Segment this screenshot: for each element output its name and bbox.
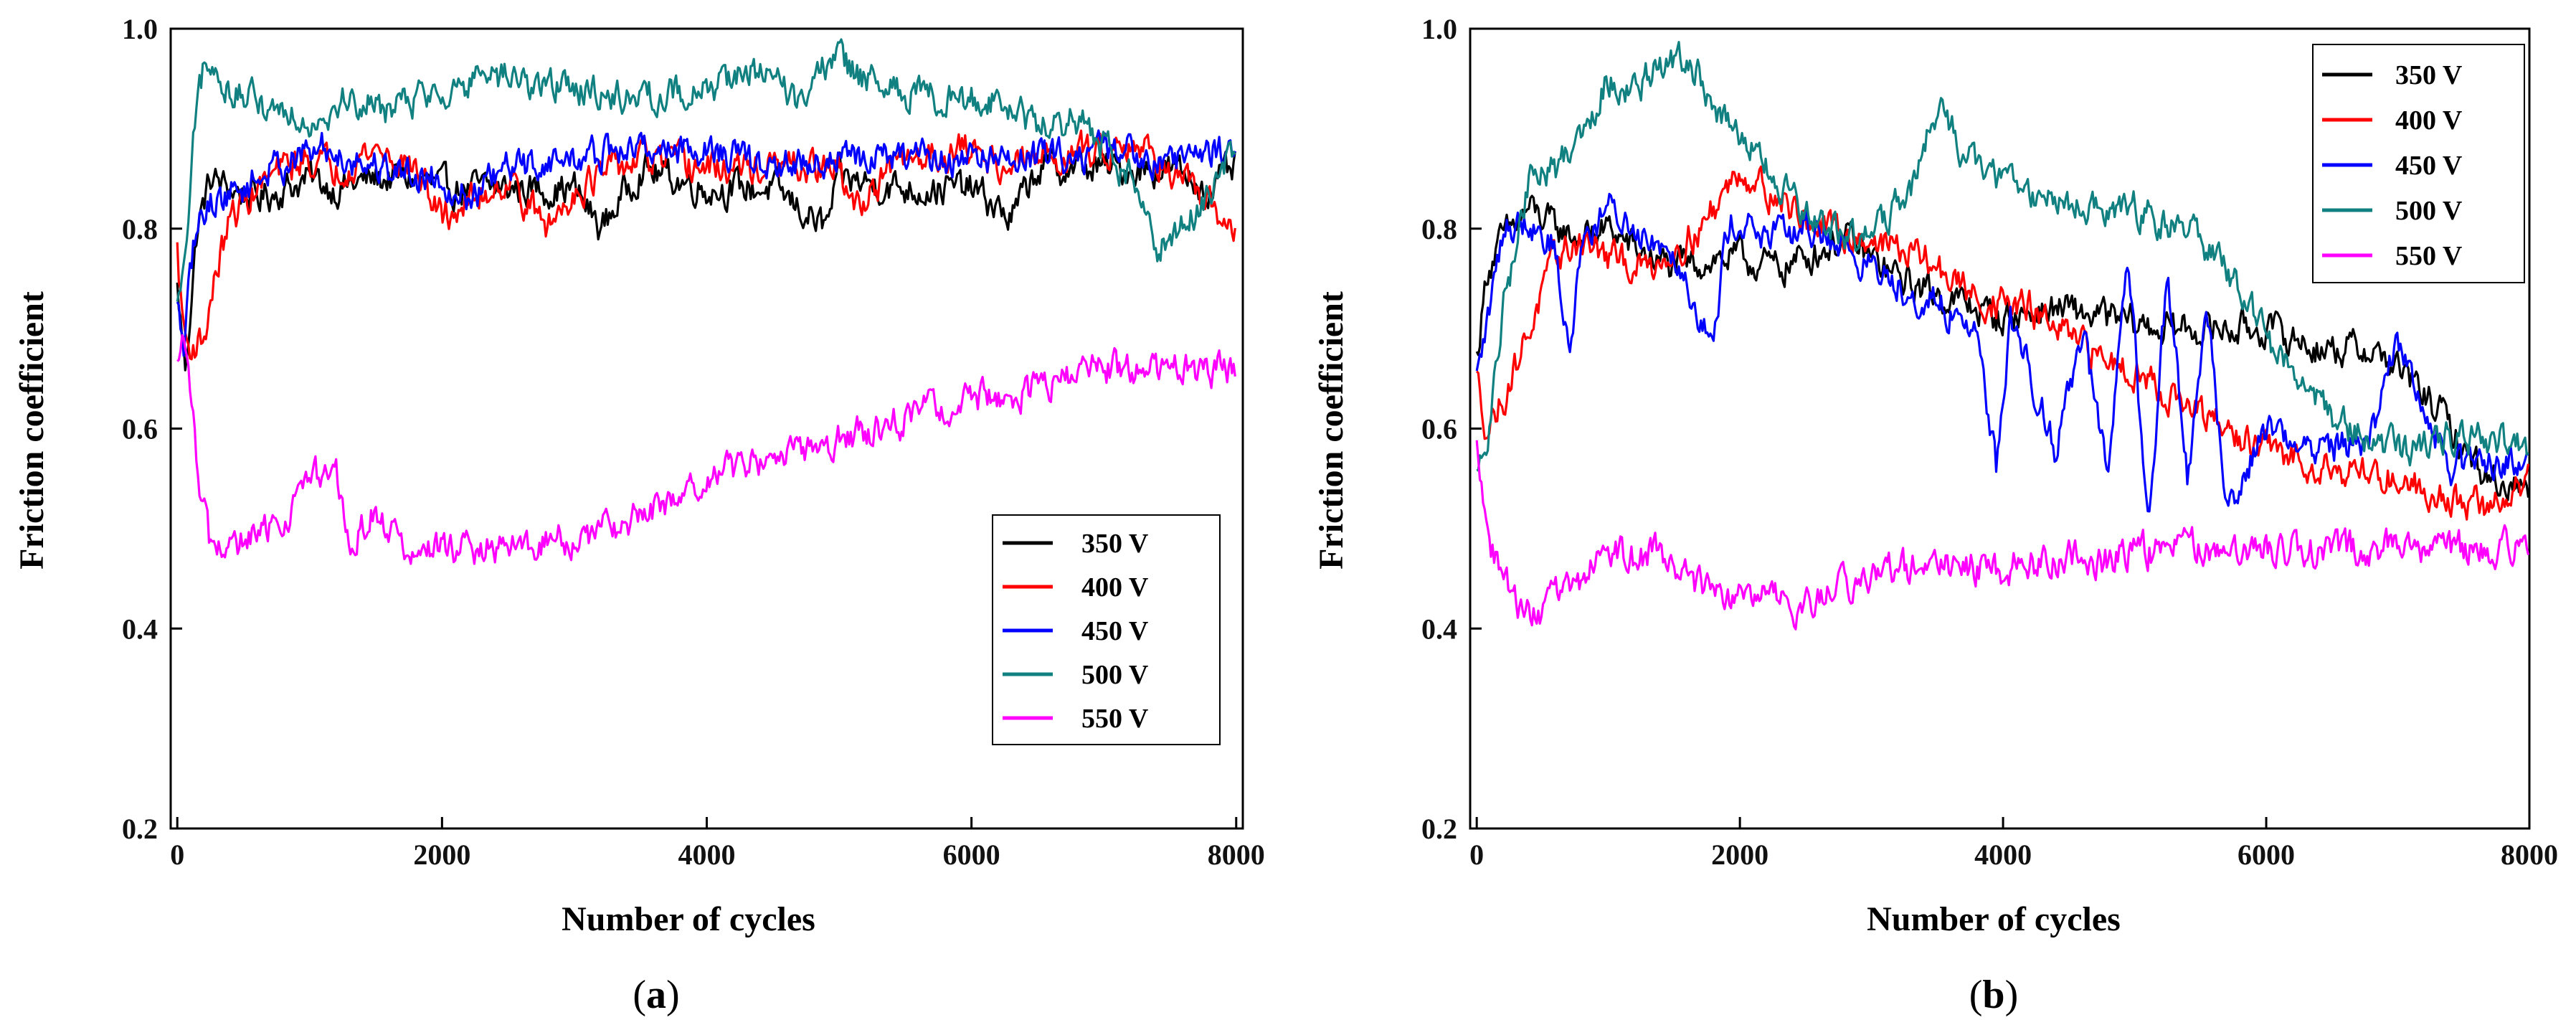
legend-label: 450 V	[2395, 151, 2463, 181]
legend-label: 350 V	[1081, 529, 1149, 559]
series-line-500v	[176, 38, 1236, 302]
y-tick-label: 1.0	[1421, 13, 1457, 45]
legend-label: 400 V	[1081, 572, 1149, 603]
x-tick-label: 2000	[413, 839, 470, 871]
legend-label: 500 V	[2395, 196, 2463, 226]
y-tick-label: 0.8	[1421, 213, 1457, 245]
x-tick-label: 0	[1469, 839, 1484, 871]
x-tick-label: 6000	[943, 839, 1000, 871]
y-tick-label: 0.2	[122, 813, 158, 845]
legend-label: 400 V	[2395, 105, 2463, 136]
legend-label: 500 V	[1081, 660, 1149, 690]
axis-ticks-a: 0 2000 4000 6000 8000 0.2 0.4 0.6 0.8 1.0	[122, 13, 1265, 871]
x-tick-label: 8000	[1208, 839, 1265, 871]
x-tick-label: 4000	[678, 839, 736, 871]
series-line-400v	[1475, 165, 2530, 521]
legend-label: 550 V	[2395, 241, 2463, 271]
panel-label-b: (b)	[1969, 973, 2018, 1017]
y-tick-label: 0.2	[1421, 813, 1457, 845]
x-tick-label: 8000	[2501, 839, 2558, 871]
legend-a: 350 V 400 V 450 V 500 V 550 V	[992, 514, 1221, 745]
y-tick-label: 0.8	[122, 213, 158, 245]
legend-label: 550 V	[1081, 704, 1149, 734]
series-line-400v	[176, 129, 1236, 361]
panel-label-a: (a)	[633, 973, 679, 1017]
y-axis-title-b: Friction coefficient	[1312, 291, 1350, 570]
x-tick-label: 2000	[1711, 839, 1768, 871]
x-tick-label: 6000	[2238, 839, 2295, 871]
series-line-450v	[1475, 192, 2529, 513]
series-line-350v	[176, 148, 1236, 372]
axis-ticks-b: 0 2000 4000 6000 8000 0.2 0.4 0.6 0.8 1.0	[1421, 13, 2558, 871]
chart-panel-b: 0 2000 4000 6000 8000 0.2 0.4 0.6 0.8 1.0 Number …	[1312, 13, 2558, 1017]
series-group-b	[1475, 40, 2530, 631]
panel-letter-b: b	[1982, 973, 2004, 1017]
y-tick-label: 0.6	[122, 413, 158, 445]
series-line-350v	[1475, 194, 2530, 501]
x-axis-title-a: Number of cycles	[562, 900, 815, 938]
x-axis-title-b: Number of cycles	[1867, 900, 2121, 938]
series-line-550v	[1475, 440, 2530, 631]
legend-label: 450 V	[1081, 616, 1149, 646]
series-group-a	[176, 38, 1236, 565]
y-tick-label: 0.4	[122, 613, 158, 645]
x-tick-label: 0	[170, 839, 184, 871]
legend-b: 350 V 400 V 450 V 500 V 550 V	[2312, 44, 2525, 283]
series-line-550v	[176, 334, 1236, 565]
x-tick-label: 4000	[1974, 839, 2032, 871]
legend-label: 350 V	[2395, 60, 2463, 90]
series-line-500v	[1476, 40, 2529, 472]
y-tick-label: 0.6	[1421, 413, 1457, 445]
series-line-450v	[176, 129, 1236, 357]
chart-panel-a: 0 2000 4000 6000 8000 0.2 0.4 0.6 0.8 1.0 Number …	[13, 13, 1265, 1017]
y-tick-label: 0.4	[1421, 613, 1457, 645]
y-axis-title-a: Friction coefficient	[13, 291, 51, 570]
y-tick-label: 1.0	[122, 13, 158, 45]
panel-letter-a: a	[646, 973, 666, 1017]
